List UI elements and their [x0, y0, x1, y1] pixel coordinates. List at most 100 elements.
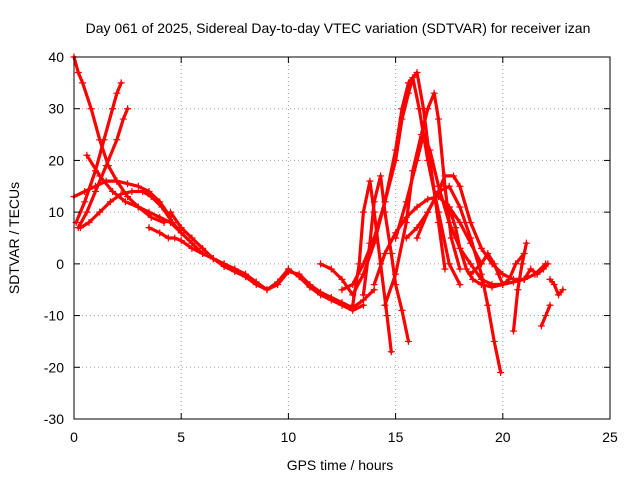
data-point-marker — [462, 265, 470, 273]
data-point-marker — [199, 244, 207, 252]
data-point-marker — [188, 244, 196, 252]
x-tick-label: 15 — [388, 429, 404, 445]
data-point-marker — [81, 198, 89, 206]
data-point-marker — [124, 193, 132, 201]
data-point-marker — [327, 265, 335, 273]
data-point-marker — [147, 193, 155, 201]
data-point-marker — [555, 291, 563, 299]
data-point-marker — [306, 283, 314, 291]
data-point-marker — [383, 312, 391, 320]
data-point-marker — [467, 270, 475, 278]
x-tick-label: 25 — [602, 429, 618, 445]
data-point-marker — [469, 275, 477, 283]
data-point-marker — [263, 286, 271, 294]
y-tick-label: -30 — [44, 411, 64, 427]
data-point-marker — [74, 69, 82, 77]
data-point-marker — [109, 105, 117, 113]
data-point-marker — [467, 260, 475, 268]
data-point-marker — [370, 281, 378, 289]
data-point-marker — [83, 151, 91, 159]
x-tick-label: 5 — [177, 429, 185, 445]
series-arc-17 — [370, 193, 485, 289]
series-trace — [511, 241, 529, 333]
data-point-marker — [404, 79, 412, 87]
y-tick-label: 0 — [56, 256, 64, 272]
data-point-marker — [387, 348, 395, 356]
data-point-marker — [434, 115, 442, 123]
data-point-marker — [317, 291, 325, 299]
data-point-marker — [231, 268, 239, 276]
data-point-marker — [359, 208, 367, 216]
data-point-marker — [242, 273, 250, 281]
data-point-marker — [366, 239, 374, 247]
data-point-marker — [559, 286, 567, 294]
data-point-marker — [456, 182, 464, 190]
data-point-marker — [495, 270, 503, 278]
data-point-marker — [177, 237, 185, 245]
data-point-marker — [338, 301, 346, 309]
chart-title: Day 061 of 2025, Sidereal Day-to-day VTE… — [86, 20, 591, 36]
y-tick-label: -10 — [44, 308, 64, 324]
data-point-marker — [392, 146, 400, 154]
data-point-marker — [544, 260, 552, 268]
y-tick-label: -20 — [44, 359, 64, 375]
series-arc-8 — [166, 208, 367, 314]
data-point-marker — [546, 301, 554, 309]
data-point-marker — [445, 203, 453, 211]
x-tick-label: 0 — [70, 429, 78, 445]
data-point-marker — [338, 286, 346, 294]
data-point-marker — [284, 265, 292, 273]
data-point-marker — [377, 172, 385, 180]
data-point-marker — [134, 203, 142, 211]
data-point-marker — [145, 208, 153, 216]
data-point-marker — [445, 182, 453, 190]
data-point-marker — [542, 312, 550, 320]
data-point-marker — [477, 281, 485, 289]
data-point-marker — [338, 275, 346, 283]
data-point-marker — [445, 260, 453, 268]
data-point-marker — [166, 208, 174, 216]
plot-frame — [73, 56, 611, 420]
data-point-marker — [166, 218, 174, 226]
data-point-marker — [533, 270, 541, 278]
data-point-marker — [220, 262, 228, 270]
data-point-marker — [402, 213, 410, 221]
data-point-marker — [413, 69, 421, 77]
data-point-marker — [295, 273, 303, 281]
data-point-marker — [121, 198, 129, 206]
data-point-marker — [537, 322, 545, 330]
data-point-marker — [467, 239, 475, 247]
data-point-marker — [81, 187, 89, 195]
data-point-marker — [518, 260, 526, 268]
y-axis-label: SDTVAR / TECUs — [6, 182, 22, 294]
data-point-marker — [413, 224, 421, 232]
data-point-marker — [456, 203, 464, 211]
series-arc-22 — [537, 301, 554, 330]
data-point-marker — [87, 105, 95, 113]
data-point-marker — [477, 260, 485, 268]
series-arc-3 — [72, 79, 125, 226]
data-point-marker — [402, 234, 410, 242]
data-point-marker — [456, 281, 464, 289]
data-point-marker — [456, 244, 464, 252]
data-point-marker — [119, 115, 127, 123]
y-tick-label: 10 — [48, 204, 64, 220]
data-point-marker — [381, 208, 389, 216]
data-point-marker — [520, 275, 528, 283]
data-point-marker — [317, 260, 325, 268]
data-point-marker — [392, 270, 400, 278]
data-point-marker — [419, 131, 427, 139]
data-point-marker — [527, 265, 535, 273]
data-point-marker — [398, 105, 406, 113]
data-point-marker — [452, 224, 460, 232]
data-point-marker — [484, 301, 492, 309]
data-point-marker — [477, 270, 485, 278]
data-point-marker — [434, 218, 442, 226]
data-point-marker — [456, 265, 464, 273]
data-point-marker — [404, 337, 412, 345]
y-tick-label: 20 — [48, 152, 64, 168]
data-point-marker — [102, 162, 110, 170]
data-point-marker — [359, 291, 367, 299]
